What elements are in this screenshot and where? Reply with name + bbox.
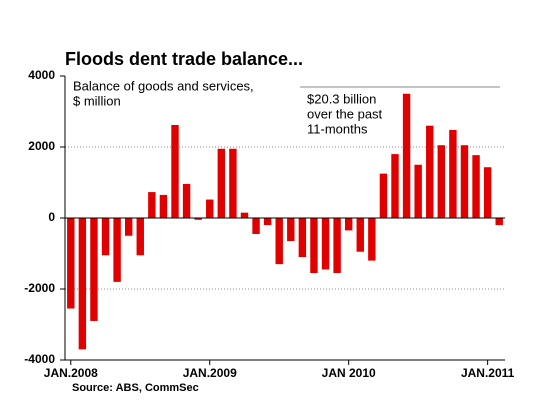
bar (263, 218, 272, 226)
bar (472, 155, 480, 218)
subtitle: $ million (73, 93, 121, 108)
bar (159, 194, 168, 218)
bar (90, 218, 98, 321)
bar (298, 218, 307, 258)
bar (426, 125, 434, 218)
bar (148, 192, 156, 218)
x-tick-label: JAN.2008 (44, 366, 98, 380)
y-tick-label: -2000 (24, 281, 55, 295)
bar (78, 218, 87, 350)
y-tick-label: 2000 (28, 139, 55, 153)
y-tick-label: 4000 (28, 68, 55, 82)
bar (171, 124, 179, 218)
bar (368, 218, 376, 261)
bar (310, 218, 318, 274)
bar (124, 218, 133, 236)
bar (206, 199, 214, 218)
bar (449, 129, 457, 218)
bar (194, 218, 202, 220)
x-tick-label: JAN.2011 (461, 366, 515, 380)
x-tick-label: JAN 2010 (322, 366, 376, 380)
bar (252, 218, 260, 234)
bar (414, 164, 422, 218)
bar (67, 218, 75, 309)
bar (136, 218, 144, 256)
bar (483, 167, 492, 218)
bar (229, 148, 237, 218)
bar (333, 218, 341, 274)
bar (182, 183, 191, 218)
y-tick-label: -4000 (24, 352, 55, 366)
bar (437, 145, 446, 218)
annotation: over the past (307, 106, 383, 121)
bar (113, 218, 121, 282)
bar (275, 218, 283, 265)
bar (344, 218, 353, 231)
bar (321, 218, 330, 270)
bar (287, 218, 295, 242)
annotation: 11-months (307, 121, 368, 136)
x-tick-label: JAN.2009 (183, 366, 237, 380)
bar (379, 173, 388, 218)
annotation: $20.3 billion (307, 91, 376, 106)
bar (460, 145, 469, 218)
subtitle: Balance of goods and services, (73, 78, 254, 93)
bar (217, 148, 226, 218)
chart-title: Floods dent trade balance... (65, 49, 303, 69)
bar (391, 154, 399, 218)
bar (240, 212, 249, 218)
y-tick-label: 0 (48, 210, 55, 224)
bar (402, 93, 411, 218)
bar (101, 218, 110, 256)
source: Source: ABS, CommSec (72, 382, 199, 394)
bar (495, 218, 503, 226)
bar (356, 218, 364, 252)
